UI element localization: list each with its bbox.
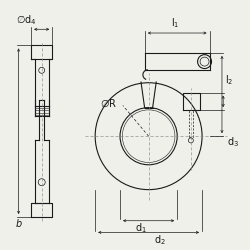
Text: d$_3$: d$_3$ xyxy=(227,136,239,149)
Text: l$_1$: l$_1$ xyxy=(170,16,179,30)
Text: d$_2$: d$_2$ xyxy=(154,233,166,247)
Text: b: b xyxy=(16,220,22,230)
Text: $\varnothing$d$_4$: $\varnothing$d$_4$ xyxy=(16,14,37,28)
Text: d$_1$: d$_1$ xyxy=(135,221,147,235)
Text: l$_2$: l$_2$ xyxy=(225,73,234,87)
Text: $\varnothing$R: $\varnothing$R xyxy=(100,96,117,108)
